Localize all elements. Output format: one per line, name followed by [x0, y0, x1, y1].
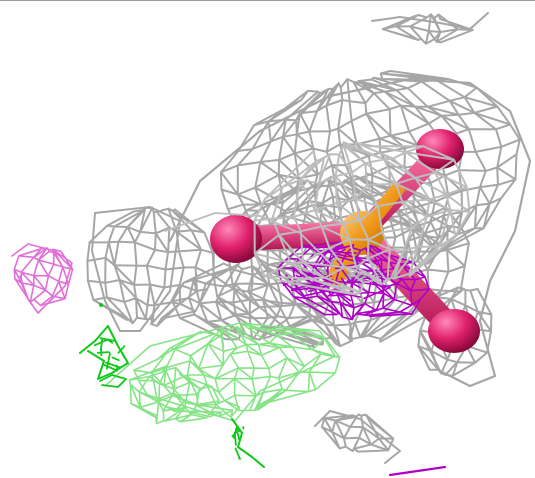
mesh-outline — [79, 325, 129, 380]
mesh-outline — [164, 212, 331, 264]
pink-density-mesh — [11, 243, 74, 314]
oxygen-atom[interactable] — [428, 309, 480, 353]
mesh-outline — [11, 243, 73, 314]
violet-density-fragment — [388, 465, 447, 477]
mesh-patch — [381, 13, 474, 45]
green-density-speck — [99, 303, 103, 307]
mesh-patch — [253, 141, 471, 296]
gray-density-mesh-front — [164, 141, 471, 296]
mesh-patch — [320, 413, 395, 453]
violet-density-mesh — [277, 241, 447, 477]
mesh-patch — [128, 365, 220, 425]
mesh-outline — [371, 12, 489, 30]
mesh-patch — [86, 206, 215, 327]
mesh-patch — [133, 323, 341, 418]
mesh-outline — [91, 206, 181, 332]
oxygen-atom[interactable] — [416, 129, 464, 169]
green-density-mesh — [104, 322, 341, 425]
oxygen-atom[interactable] — [210, 215, 262, 263]
mesh-outline — [104, 322, 336, 422]
mesh-scribble — [93, 337, 126, 372]
mesh-outline — [168, 77, 532, 388]
mesh-outline — [231, 418, 265, 468]
mesh-scribble — [231, 425, 245, 460]
mesh-outline — [99, 374, 127, 388]
bright-green-density-mesh — [79, 303, 265, 468]
mesh-outline — [314, 410, 401, 464]
